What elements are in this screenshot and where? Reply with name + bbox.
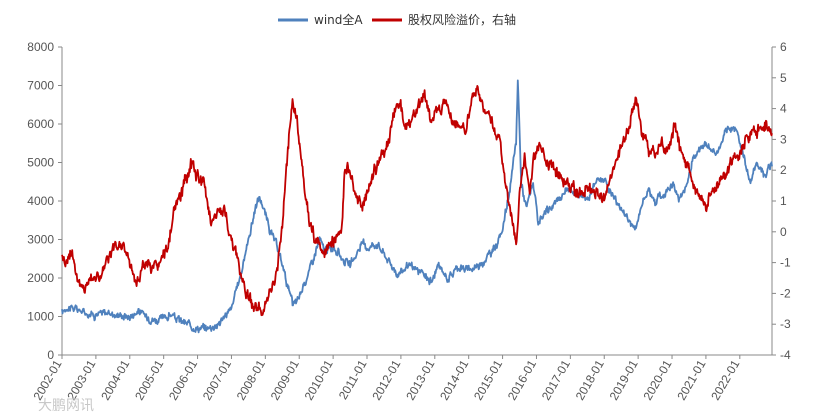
y-left-tick-label: 3000 [27, 233, 54, 247]
x-tick-label: 2005-01 [132, 357, 166, 402]
y-right-tick-label: -4 [780, 348, 791, 362]
x-tick-label: 2016-01 [505, 357, 539, 402]
y-right-tick-label: 0 [780, 225, 787, 239]
x-tick-label: 2007-01 [200, 357, 234, 402]
y-left-tick-label: 7000 [27, 79, 54, 93]
legend-label-wind-a: wind全A [314, 12, 363, 27]
x-tick-label: 2009-01 [268, 357, 302, 402]
y-left-tick-label: 1000 [27, 310, 54, 324]
x-tick-label: 2014-01 [437, 357, 471, 402]
x-tick-label: 2002-01 [30, 357, 64, 402]
y-right-tick-label: 2 [780, 163, 787, 177]
series-line-erp [61, 85, 773, 317]
x-tick-label: 2021-01 [674, 357, 708, 402]
series-line-wind-a [61, 79, 773, 334]
x-tick-label: 2013-01 [403, 357, 437, 402]
y-right-tick-label: 1 [780, 194, 787, 208]
x-tick-label: 2015-01 [471, 357, 505, 402]
x-tick-label: 2018-01 [573, 357, 607, 402]
x-tick-label: 2020-01 [640, 357, 674, 402]
x-tick-label: 2012-01 [369, 357, 403, 402]
y-right-tick-label: -2 [780, 286, 791, 300]
legend-label-erp: 股权风险溢价，右轴 [408, 12, 516, 27]
y-right-tick-label: 4 [780, 102, 787, 116]
watermark-text: 大鹏网讯 [38, 398, 94, 414]
y-left-tick-label: 0 [47, 348, 54, 362]
y-left-tick-label: 2000 [27, 271, 54, 285]
x-tick-label: 2008-01 [234, 357, 268, 402]
x-tick-label: 2019-01 [607, 357, 641, 402]
y-right-tick-label: 3 [780, 132, 787, 146]
y-left-tick-label: 5000 [27, 156, 54, 170]
x-tick-label: 2011-01 [336, 357, 370, 402]
plot-area: 0 1000 2000 3000 4000 5000 6000 7000 8000 -4 -3 -2 -… [27, 40, 791, 403]
legend: wind全A 股权风险溢价，右轴 [278, 12, 516, 27]
y-right-tick-label: -3 [780, 317, 791, 331]
y-left-tick-label: 4000 [27, 194, 54, 208]
x-tick-label: 2017-01 [539, 357, 573, 402]
y-left-tick-label: 6000 [27, 117, 54, 131]
x-tick-label: 2010-01 [302, 357, 336, 402]
x-tick-label: 2022-01 [708, 357, 742, 402]
y-left-tick-label: 8000 [27, 40, 54, 54]
x-tick-label: 2003-01 [64, 357, 98, 402]
y-right-tick-label: -1 [780, 256, 791, 270]
x-tick-label: 2006-01 [166, 357, 200, 402]
x-tick-label: 2004-01 [98, 357, 132, 402]
y-right-tick-label: 5 [780, 71, 787, 85]
y-right-tick-label: 6 [780, 40, 787, 54]
